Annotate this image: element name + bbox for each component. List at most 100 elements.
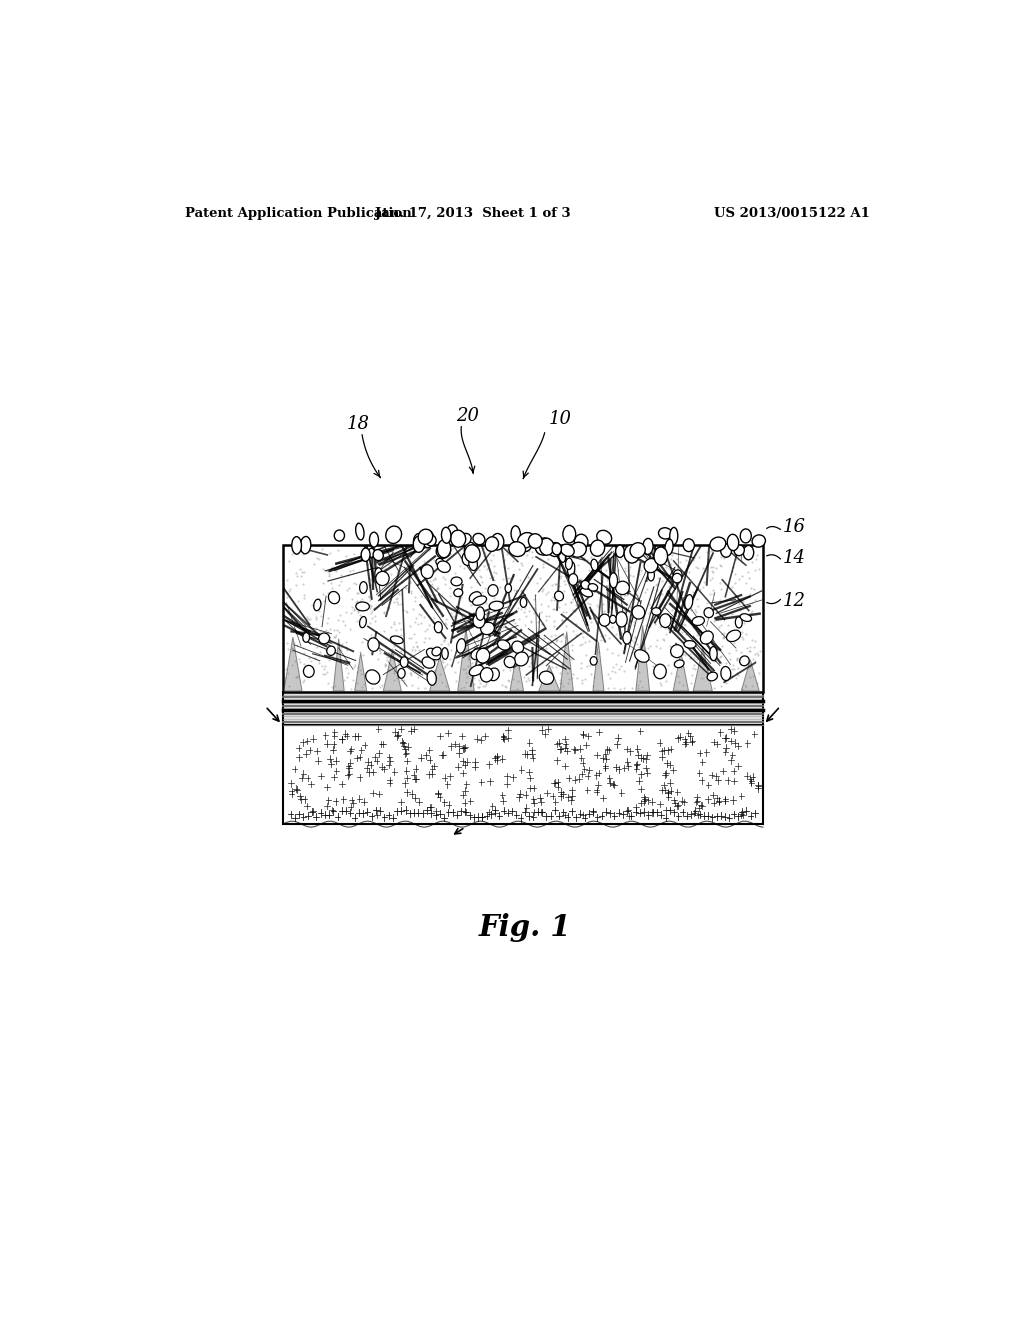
- Ellipse shape: [555, 591, 563, 601]
- Text: 10: 10: [549, 409, 571, 428]
- Text: 14: 14: [782, 549, 806, 566]
- Ellipse shape: [373, 549, 383, 561]
- Polygon shape: [539, 665, 560, 690]
- Polygon shape: [693, 648, 713, 690]
- Ellipse shape: [625, 545, 639, 564]
- Ellipse shape: [588, 583, 598, 591]
- Ellipse shape: [528, 533, 542, 548]
- Ellipse shape: [489, 601, 504, 610]
- Ellipse shape: [355, 523, 365, 540]
- Polygon shape: [510, 653, 523, 690]
- Ellipse shape: [540, 671, 554, 684]
- Ellipse shape: [437, 561, 451, 573]
- Ellipse shape: [359, 616, 367, 628]
- Ellipse shape: [456, 533, 471, 546]
- Bar: [283, 545, 763, 692]
- Ellipse shape: [658, 528, 672, 539]
- Ellipse shape: [476, 607, 484, 620]
- Ellipse shape: [752, 535, 765, 548]
- Ellipse shape: [390, 636, 403, 644]
- Ellipse shape: [441, 648, 449, 659]
- Ellipse shape: [318, 634, 330, 644]
- Ellipse shape: [569, 543, 587, 557]
- Ellipse shape: [514, 652, 528, 665]
- Ellipse shape: [568, 574, 578, 585]
- Text: US 2013/0015122 A1: US 2013/0015122 A1: [714, 207, 870, 220]
- Ellipse shape: [710, 537, 726, 550]
- Bar: [283, 692, 763, 725]
- Ellipse shape: [400, 657, 409, 668]
- Text: 20: 20: [456, 407, 479, 425]
- Ellipse shape: [368, 638, 379, 651]
- Text: Patent Application Publication: Patent Application Publication: [185, 207, 412, 220]
- Ellipse shape: [726, 630, 740, 642]
- Ellipse shape: [648, 569, 654, 581]
- Ellipse shape: [597, 531, 611, 544]
- Polygon shape: [333, 639, 344, 690]
- Text: Jan. 17, 2013  Sheet 1 of 3: Jan. 17, 2013 Sheet 1 of 3: [376, 207, 571, 220]
- Polygon shape: [429, 657, 450, 690]
- Ellipse shape: [670, 528, 678, 545]
- Ellipse shape: [464, 543, 476, 558]
- Ellipse shape: [300, 536, 311, 554]
- Ellipse shape: [473, 533, 485, 545]
- Ellipse shape: [334, 531, 344, 541]
- Ellipse shape: [609, 573, 617, 587]
- Ellipse shape: [361, 548, 370, 561]
- Ellipse shape: [480, 668, 493, 682]
- Bar: [283, 725, 763, 824]
- Ellipse shape: [426, 535, 436, 546]
- Ellipse shape: [710, 647, 717, 660]
- Ellipse shape: [708, 672, 718, 681]
- Ellipse shape: [653, 664, 667, 678]
- Ellipse shape: [473, 595, 486, 606]
- Ellipse shape: [673, 573, 682, 583]
- Ellipse shape: [313, 599, 321, 611]
- Ellipse shape: [414, 536, 425, 552]
- Text: Fig. 1: Fig. 1: [478, 913, 571, 942]
- Ellipse shape: [671, 644, 683, 657]
- Polygon shape: [354, 653, 367, 690]
- Ellipse shape: [454, 589, 463, 597]
- Polygon shape: [741, 660, 759, 690]
- Ellipse shape: [473, 648, 481, 657]
- Ellipse shape: [721, 544, 731, 557]
- Ellipse shape: [644, 558, 657, 573]
- Text: 12: 12: [782, 591, 806, 610]
- Ellipse shape: [436, 558, 444, 566]
- Ellipse shape: [674, 570, 682, 579]
- Ellipse shape: [476, 648, 489, 663]
- Ellipse shape: [540, 539, 554, 556]
- Ellipse shape: [386, 527, 401, 544]
- Ellipse shape: [303, 632, 309, 643]
- Polygon shape: [284, 638, 302, 690]
- Ellipse shape: [492, 533, 504, 550]
- Ellipse shape: [469, 557, 477, 570]
- Ellipse shape: [457, 639, 466, 653]
- Ellipse shape: [465, 545, 480, 562]
- Ellipse shape: [665, 540, 673, 556]
- Ellipse shape: [740, 529, 752, 543]
- Ellipse shape: [451, 531, 466, 548]
- Ellipse shape: [520, 598, 526, 607]
- Ellipse shape: [488, 668, 500, 681]
- Ellipse shape: [451, 577, 462, 586]
- Ellipse shape: [635, 649, 649, 663]
- Text: 18: 18: [347, 414, 370, 433]
- Ellipse shape: [632, 606, 645, 619]
- Ellipse shape: [615, 581, 630, 594]
- Ellipse shape: [511, 525, 520, 543]
- Ellipse shape: [422, 657, 435, 668]
- Ellipse shape: [727, 535, 738, 550]
- Ellipse shape: [735, 616, 742, 628]
- Ellipse shape: [609, 615, 616, 623]
- Ellipse shape: [743, 545, 754, 560]
- Ellipse shape: [721, 667, 731, 681]
- Ellipse shape: [643, 539, 653, 554]
- Ellipse shape: [414, 533, 425, 550]
- Ellipse shape: [684, 640, 696, 648]
- Polygon shape: [560, 631, 573, 690]
- Polygon shape: [383, 651, 401, 690]
- Ellipse shape: [659, 614, 671, 627]
- Ellipse shape: [561, 544, 574, 556]
